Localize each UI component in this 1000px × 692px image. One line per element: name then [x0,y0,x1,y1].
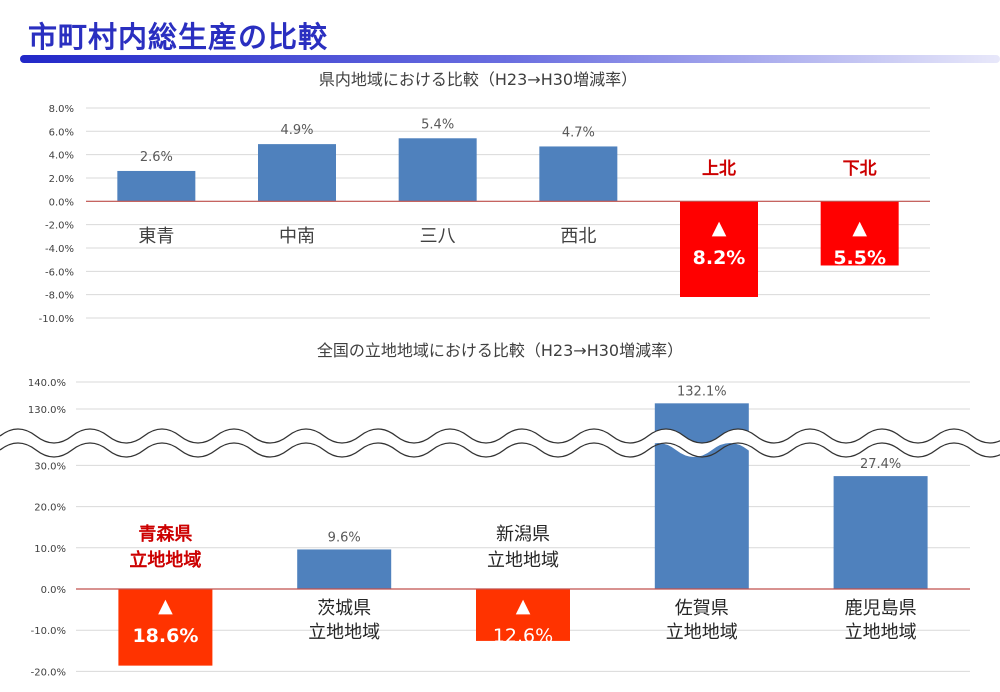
category-label: 立地地域 [308,622,380,643]
category-label: 立地地域 [845,622,917,643]
y-tick-label: 8.0% [49,104,74,115]
data-label: 18.6% [132,625,198,647]
bar [297,549,392,589]
category-label: 佐賀県 [675,598,729,619]
category-label: 下北 [843,159,877,179]
data-label: 27.4% [860,457,901,472]
y-tick-label: 10.0% [34,544,66,555]
category-label: 西北 [560,226,596,247]
y-tick-label: 2.0% [49,174,74,185]
y-tick-label: 0.0% [41,585,66,596]
bar [118,589,213,666]
bar [117,170,196,202]
category-label: 鹿児島県 [845,598,917,619]
category-label: 中南 [279,226,315,247]
category-label: 新潟県 [496,524,550,545]
y-tick-label: -10.0% [31,626,66,637]
y-tick-label: 4.0% [49,151,74,162]
data-label: 4.7% [562,125,595,140]
y-tick-label: 30.0% [34,461,66,472]
y-tick-label: 6.0% [49,127,74,138]
category-label: 三八 [420,226,456,247]
data-label: 5.5% [833,247,886,269]
y-tick-label: 0.0% [49,197,74,208]
data-label: 2.6% [140,150,173,165]
y-tick-label: -10.0% [39,314,74,325]
data-label: ▲ [712,217,727,239]
bar [820,201,899,266]
category-label: 立地地域 [487,550,559,571]
chart-title: 全国の立地地域における比較（H23→H30増減率） [317,341,683,360]
y-tick-label: 20.0% [34,503,66,514]
category-label: 青森県 [138,523,192,545]
y-tick-label: -2.0% [45,221,74,232]
data-label: 8.2% [693,247,746,269]
data-label: 132.1% [677,384,727,399]
bar [476,589,570,641]
category-label: 東青 [138,226,174,247]
data-label: 4.9% [280,123,313,138]
data-label: 5.4% [421,117,454,132]
bar [539,146,618,202]
y-tick-label: -20.0% [31,667,66,678]
y-tick-label: 140.0% [28,378,66,389]
axis-break-line [0,442,1000,458]
category-label: 立地地域 [129,549,201,571]
axis-break-line [0,428,1000,444]
data-label: ▲ [852,217,867,239]
y-tick-label: -6.0% [45,267,74,278]
chart-title: 県内地域における比較（H23→H30増減率） [319,70,637,89]
data-label: 9.6% [328,530,361,545]
y-tick-label: -4.0% [45,244,74,255]
bar [833,476,928,589]
bar [680,201,758,297]
data-label: ▲ [516,595,531,617]
data-label: ▲ [158,595,173,617]
y-tick-label: 130.0% [28,405,66,416]
category-label: 立地地域 [666,622,738,643]
category-label: 上北 [702,159,736,179]
data-label: 12.6% [493,625,553,647]
title-underline [20,55,1000,63]
page-title: 市町村内総生産の比較 [28,20,329,54]
axis-break-band [0,429,1000,457]
y-tick-label: -8.0% [45,291,74,302]
bar [258,144,336,202]
category-label: 茨城県 [317,598,371,619]
bar [398,138,477,202]
